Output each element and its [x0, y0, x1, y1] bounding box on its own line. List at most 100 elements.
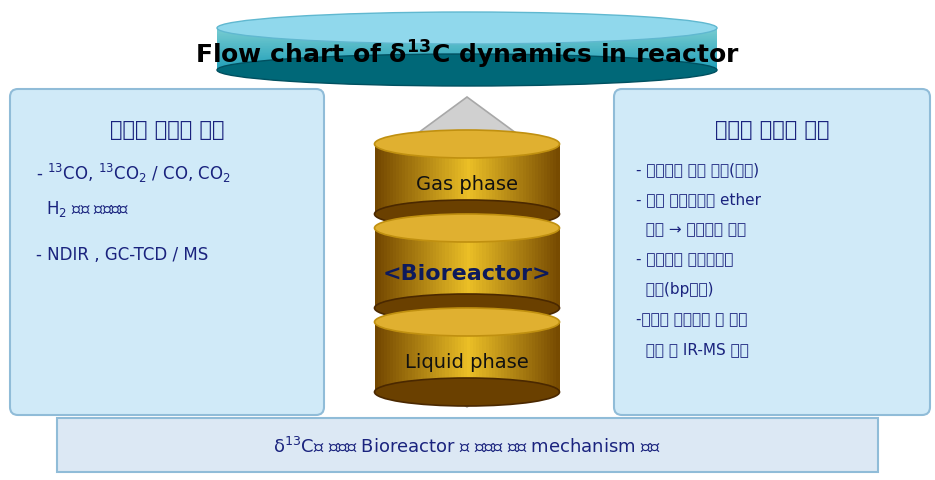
- Bar: [399, 228, 402, 308]
- Bar: [217, 33, 717, 34]
- Bar: [516, 228, 520, 308]
- Bar: [217, 49, 717, 50]
- Bar: [480, 144, 482, 215]
- Polygon shape: [399, 98, 535, 407]
- Bar: [442, 323, 445, 392]
- Bar: [442, 144, 445, 215]
- Bar: [547, 144, 551, 215]
- Bar: [406, 323, 409, 392]
- Bar: [520, 144, 523, 215]
- Bar: [217, 44, 717, 45]
- Bar: [406, 228, 409, 308]
- Bar: [418, 228, 421, 308]
- Text: - 에테르와 아세트산의: - 에테르와 아세트산의: [636, 252, 733, 267]
- Bar: [467, 323, 470, 392]
- Bar: [442, 228, 445, 308]
- Bar: [217, 53, 717, 54]
- Bar: [411, 228, 414, 308]
- Bar: [217, 30, 717, 31]
- Bar: [452, 323, 454, 392]
- Bar: [217, 54, 717, 55]
- Bar: [393, 323, 396, 392]
- Bar: [217, 57, 717, 58]
- Text: H$_2$ 함량 가스분석: H$_2$ 함량 가스분석: [46, 199, 129, 218]
- Bar: [409, 323, 411, 392]
- Bar: [520, 323, 523, 392]
- Ellipse shape: [217, 55, 717, 87]
- Bar: [511, 228, 513, 308]
- Bar: [541, 228, 544, 308]
- Bar: [538, 144, 541, 215]
- Bar: [458, 323, 461, 392]
- Bar: [439, 323, 442, 392]
- Bar: [217, 66, 717, 67]
- Text: - 에탄올과 물을 분리(증류): - 에탄올과 물을 분리(증류): [636, 162, 759, 177]
- Bar: [217, 52, 717, 53]
- Bar: [217, 41, 717, 42]
- Bar: [554, 228, 556, 308]
- Bar: [424, 228, 427, 308]
- Bar: [217, 65, 717, 66]
- Bar: [454, 228, 458, 308]
- Bar: [454, 323, 458, 392]
- Bar: [461, 144, 464, 215]
- Bar: [390, 228, 393, 308]
- Bar: [461, 228, 464, 308]
- Bar: [544, 323, 547, 392]
- Bar: [482, 228, 485, 308]
- Text: <Bioreactor>: <Bioreactor>: [382, 264, 552, 283]
- Bar: [396, 323, 399, 392]
- Bar: [217, 36, 717, 37]
- Bar: [551, 144, 554, 215]
- Bar: [523, 228, 525, 308]
- Bar: [467, 144, 470, 215]
- Bar: [439, 228, 442, 308]
- Ellipse shape: [375, 378, 559, 406]
- Bar: [427, 144, 430, 215]
- Text: Gas phase: Gas phase: [416, 175, 518, 194]
- Bar: [473, 323, 476, 392]
- Bar: [541, 144, 544, 215]
- Bar: [507, 144, 511, 215]
- Bar: [414, 228, 418, 308]
- Bar: [532, 144, 535, 215]
- Bar: [217, 48, 717, 49]
- FancyBboxPatch shape: [614, 90, 930, 415]
- Bar: [467, 228, 470, 308]
- Bar: [414, 323, 418, 392]
- Bar: [402, 228, 406, 308]
- Bar: [217, 42, 717, 43]
- Bar: [507, 323, 511, 392]
- Bar: [528, 144, 532, 215]
- Bar: [411, 323, 414, 392]
- Bar: [525, 323, 528, 392]
- Text: 반응기 상층부 분석: 반응기 상층부 분석: [109, 120, 224, 140]
- Bar: [458, 228, 461, 308]
- Bar: [433, 144, 436, 215]
- Bar: [492, 144, 495, 215]
- Bar: [427, 228, 430, 308]
- Bar: [525, 144, 528, 215]
- Bar: [217, 70, 717, 71]
- Bar: [556, 323, 559, 392]
- Bar: [511, 323, 513, 392]
- Bar: [436, 144, 439, 215]
- Bar: [217, 37, 717, 38]
- Bar: [485, 323, 489, 392]
- Bar: [523, 144, 525, 215]
- Bar: [485, 144, 489, 215]
- Bar: [535, 228, 538, 308]
- Bar: [535, 323, 538, 392]
- Ellipse shape: [217, 13, 717, 45]
- Ellipse shape: [375, 201, 559, 228]
- Bar: [378, 323, 381, 392]
- Bar: [217, 61, 717, 62]
- Bar: [217, 32, 717, 33]
- Bar: [501, 144, 504, 215]
- Bar: [421, 228, 424, 308]
- Bar: [452, 228, 454, 308]
- Bar: [217, 50, 717, 51]
- Bar: [418, 144, 421, 215]
- Ellipse shape: [375, 131, 559, 159]
- Bar: [480, 228, 482, 308]
